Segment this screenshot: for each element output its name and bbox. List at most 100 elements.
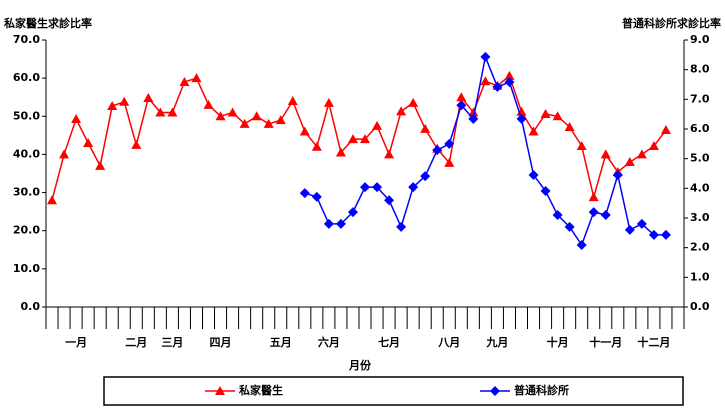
- triangle-marker: [143, 92, 154, 102]
- triangle-marker: [660, 125, 671, 135]
- triangle-marker: [59, 149, 70, 159]
- triangle-marker: [215, 111, 226, 121]
- y2-tick-label: 9.0: [690, 33, 710, 46]
- diamond-marker: [347, 207, 358, 218]
- triangle-marker: [131, 139, 142, 149]
- diamond-marker: [648, 229, 659, 240]
- triangle-marker: [251, 111, 262, 121]
- x-tick-label: 三月: [161, 336, 183, 349]
- diamond-marker: [456, 100, 467, 111]
- triangle-marker: [311, 141, 322, 151]
- diamond-marker: [516, 113, 527, 124]
- triangle-marker: [107, 100, 118, 110]
- x-tick-label: 六月: [318, 335, 340, 349]
- y2-tick-label: 5.0: [690, 152, 710, 165]
- y2-tick-label: 0.0: [690, 300, 710, 313]
- diamond-marker: [490, 386, 500, 396]
- triangle-marker: [215, 386, 225, 395]
- triangle-marker: [624, 157, 635, 167]
- triangle-marker: [552, 111, 563, 121]
- diamond-marker: [372, 182, 383, 193]
- x-tick-label: 九月: [485, 335, 508, 349]
- diamond-marker: [492, 81, 503, 92]
- triangle-marker: [167, 107, 178, 117]
- triangle-marker: [119, 96, 130, 106]
- diamond-marker: [323, 218, 334, 229]
- triangle-marker: [372, 120, 383, 130]
- x-tick-label: 七月: [378, 335, 400, 349]
- triangle-marker: [588, 192, 599, 202]
- y-tick-label: 50.0: [13, 109, 40, 122]
- x-tick-label: 十二月: [637, 335, 670, 349]
- y-tick-label: 20.0: [13, 224, 40, 237]
- y2-tick-label: 6.0: [690, 122, 710, 135]
- legend-box: [103, 376, 684, 406]
- triangle-marker: [275, 115, 286, 125]
- y-tick-label: 60.0: [13, 71, 40, 84]
- triangle-marker: [71, 113, 82, 123]
- y2-tick-label: 8.0: [690, 63, 710, 76]
- diamond-marker: [299, 188, 310, 199]
- y2-axis-title: 普通科診所求診比率: [622, 16, 721, 30]
- diamond-marker: [432, 145, 443, 156]
- y2-tick-label: 4.0: [690, 181, 710, 194]
- triangle-marker: [299, 126, 310, 136]
- diamond-marker: [408, 182, 419, 193]
- diamond-marker: [552, 210, 563, 221]
- series-line: [51, 74, 667, 201]
- triangle-marker: [83, 137, 94, 147]
- diamond-marker: [335, 218, 346, 229]
- x-tick-label: 十月: [547, 335, 569, 349]
- triangle-marker: [227, 107, 238, 117]
- diamond-marker: [360, 182, 370, 193]
- triangle-marker: [347, 134, 358, 144]
- y-tick-label: 40.0: [13, 147, 40, 160]
- triangle-marker: [396, 106, 407, 116]
- x-tick-label: 十一月: [589, 335, 622, 349]
- diamond-marker: [612, 169, 623, 180]
- triangle-marker: [155, 107, 166, 117]
- diamond-marker: [660, 229, 671, 240]
- y-tick-label: 30.0: [13, 186, 40, 199]
- triangle-marker: [203, 99, 214, 109]
- triangle-marker: [648, 141, 659, 151]
- x-tick-label: 八月: [437, 336, 460, 349]
- triangle-marker: [360, 134, 370, 144]
- triangle-marker: [504, 70, 515, 80]
- triangle-marker: [576, 141, 587, 151]
- diamond-marker: [444, 138, 455, 149]
- triangle-marker: [191, 73, 202, 83]
- legend-label: 私家醫生: [239, 383, 283, 397]
- triangle-marker: [456, 92, 467, 102]
- triangle-marker: [47, 195, 58, 205]
- triangle-marker: [95, 160, 106, 170]
- y2-tick-label: 1.0: [690, 270, 710, 283]
- triangle-marker: [335, 147, 346, 157]
- diamond-marker: [576, 239, 587, 250]
- triangle-marker: [287, 96, 298, 106]
- triangle-marker: [480, 76, 491, 86]
- y2-tick-label: 3.0: [690, 211, 710, 224]
- diamond-marker: [420, 171, 431, 182]
- diamond-marker: [564, 221, 575, 232]
- y-tick-label: 70.0: [13, 33, 40, 46]
- x-axis-title: 月份: [348, 358, 372, 372]
- triangle-marker: [323, 97, 334, 107]
- triangle-marker: [540, 108, 551, 118]
- y2-tick-label: 2.0: [690, 241, 710, 254]
- triangle-marker: [564, 121, 575, 131]
- x-tick-label: 四月: [210, 336, 232, 349]
- y-tick-label: 0.0: [21, 300, 41, 313]
- triangle-marker: [444, 157, 455, 167]
- triangle-marker: [408, 97, 419, 107]
- triangle-marker: [528, 126, 539, 136]
- triangle-marker: [384, 149, 395, 159]
- diamond-marker: [468, 113, 479, 124]
- diamond-marker: [504, 77, 515, 88]
- x-tick-label: 二月: [125, 336, 147, 349]
- diamond-marker: [528, 169, 539, 180]
- triangle-marker: [636, 149, 647, 159]
- x-tick-label: 一月: [65, 336, 87, 349]
